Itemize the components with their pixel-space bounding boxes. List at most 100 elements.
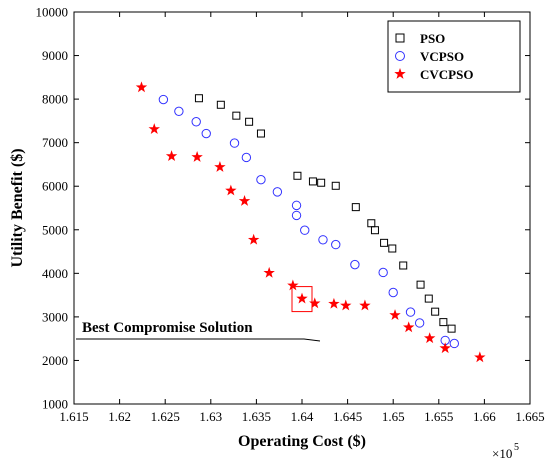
y-tick-label: 10000 — [36, 5, 69, 20]
point-cvcpso — [225, 184, 237, 196]
point-pso — [388, 244, 397, 253]
point-vcpso — [414, 318, 425, 328]
point-vcpso — [388, 287, 398, 298]
legend-marker-pso — [395, 33, 405, 43]
legend-marker-vcpso — [395, 51, 405, 61]
point-pso — [380, 238, 389, 247]
best-compromise-annotation: Best Compromise Solution — [76, 286, 321, 342]
point-vcpso — [158, 94, 169, 105]
x-axis-multiplier: ×10 5 — [492, 442, 519, 461]
x-tick-label: 1.62 — [108, 409, 131, 424]
point-vcpso — [378, 267, 388, 278]
x-tick-label: 1.665 — [515, 409, 544, 424]
annotation-label: Best Compromise Solution — [82, 320, 253, 336]
point-cvcpso — [165, 150, 178, 162]
y-tick-label: 4000 — [42, 266, 68, 281]
point-vcpso — [174, 106, 184, 117]
point-pso — [424, 294, 433, 303]
x-tick-label: 1.64 — [291, 409, 314, 424]
x-axis-label: Operating Cost ($) — [238, 433, 366, 450]
point-cvcpso — [309, 297, 321, 309]
point-vcpso — [291, 200, 302, 211]
y-tick-label: 1000 — [42, 397, 68, 412]
x-multiplier-base: ×10 — [492, 446, 512, 461]
legend-label-pso: PSO — [420, 31, 445, 46]
point-cvcpso — [474, 351, 486, 363]
x-tick-label: 1.655 — [424, 409, 453, 424]
point-vcpso — [191, 117, 201, 127]
point-pso — [317, 178, 326, 187]
point-cvcpso — [439, 342, 451, 354]
point-cvcpso — [263, 266, 275, 278]
point-vcpso — [300, 225, 310, 235]
point-vcpso — [256, 174, 266, 185]
point-pso — [447, 324, 456, 333]
point-pso — [308, 177, 317, 186]
y-tick-label: 7000 — [42, 135, 68, 150]
point-vcpso — [350, 259, 360, 270]
point-pso — [399, 261, 408, 270]
x-tick-label: 1.65 — [382, 409, 405, 424]
point-vcpso — [229, 138, 240, 148]
point-cvcpso — [389, 309, 401, 320]
y-axis-label: Utility Benefit ($) — [9, 148, 26, 267]
point-pso — [370, 226, 379, 235]
point-cvcpso — [148, 123, 160, 135]
point-cvcpso — [135, 81, 148, 93]
x-tick-label: 1.645 — [333, 409, 362, 424]
ticks-layer: 1.615 1.62 1.625 1.63 1.635 1.64 1.645 1.65 1.65… — [36, 5, 545, 425]
point-cvcpso — [191, 151, 203, 162]
point-vcpso — [449, 338, 460, 349]
best-compromise-highlight-box — [291, 286, 313, 313]
legend: PSO VCPSO CVCPSO — [387, 20, 521, 93]
x-tick-label: 1.63 — [199, 409, 222, 424]
legend-label-vcpso: VCPSO — [420, 49, 464, 64]
point-vcpso — [405, 307, 416, 317]
point-vcpso — [241, 152, 252, 163]
point-pso — [331, 181, 340, 190]
y-tick-label: 3000 — [42, 309, 68, 324]
point-pso — [439, 318, 448, 327]
point-pso — [256, 129, 265, 138]
y-tick-label: 6000 — [42, 179, 68, 194]
point-pso — [245, 117, 254, 126]
point-pso — [194, 94, 203, 103]
annotation-leader-line — [76, 338, 321, 342]
point-vcpso — [291, 210, 302, 221]
plot-frame — [73, 11, 531, 405]
point-cvcpso — [423, 332, 436, 344]
x-tick-label: 1.625 — [151, 409, 180, 424]
point-cvcpso — [214, 161, 226, 172]
point-pso — [416, 280, 425, 289]
point-cvcpso — [287, 279, 299, 291]
point-pso — [351, 203, 360, 212]
y-tick-label: 9000 — [42, 48, 68, 63]
y-tick-label: 5000 — [42, 222, 68, 237]
point-cvcpso — [296, 292, 308, 304]
point-vcpso — [201, 128, 211, 139]
y-tick-label: 8000 — [42, 92, 68, 107]
point-pso — [232, 111, 241, 120]
point-vcpso — [318, 235, 328, 245]
point-cvcpso — [403, 321, 415, 333]
point-cvcpso — [247, 233, 260, 245]
x-tick-label: 1.66 — [473, 409, 496, 424]
x-tick-label: 1.615 — [59, 409, 88, 424]
point-cvcpso — [359, 299, 371, 311]
x-multiplier-exponent: 5 — [514, 442, 519, 453]
legend-label-cvcpso: CVCPSO — [420, 67, 473, 82]
marks-layer — [135, 81, 486, 363]
point-vcpso — [272, 187, 283, 197]
point-pso — [293, 171, 302, 180]
x-tick-label: 1.635 — [242, 409, 271, 424]
legend-box — [387, 20, 521, 93]
point-pso — [216, 100, 225, 109]
point-cvcpso — [328, 297, 340, 309]
point-cvcpso — [238, 195, 251, 206]
y-tick-label: 2000 — [42, 353, 68, 368]
legend-marker-cvcpso — [394, 68, 406, 79]
point-vcpso — [331, 239, 341, 250]
point-pso — [431, 307, 440, 316]
